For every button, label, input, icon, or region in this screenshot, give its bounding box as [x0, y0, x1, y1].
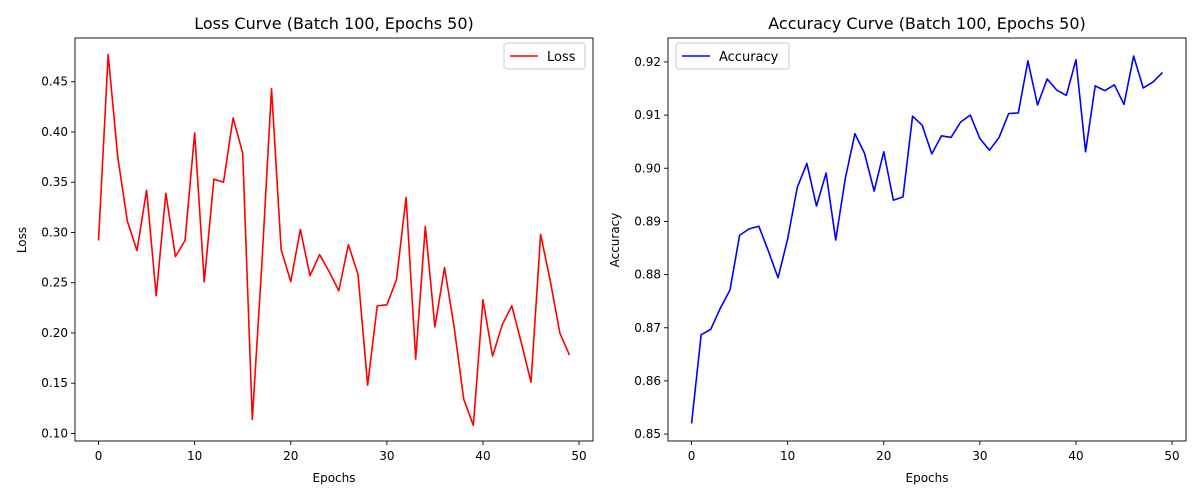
accuracy-chart-xtick-label: 30 [972, 449, 987, 463]
loss-chart-plot-frame [74, 37, 594, 442]
loss-chart: Loss Curve (Batch 100, Epochs 50) Epochs… [15, 14, 594, 485]
loss-chart-ytick-label: 0.15 [41, 376, 68, 390]
accuracy-chart-ytick-label: 0.91 [634, 108, 661, 122]
accuracy-chart-ytick-label: 0.90 [634, 161, 661, 175]
accuracy-chart-ytick-label: 0.87 [634, 321, 661, 335]
loss-chart-xtick-label: 50 [571, 449, 586, 463]
loss-chart-xtick-label: 0 [95, 449, 103, 463]
accuracy-chart-ytick-label: 0.88 [634, 268, 661, 282]
loss-chart-legend: Loss [503, 42, 586, 70]
loss-chart-ytick-label: 0.45 [41, 75, 68, 89]
loss-chart-ytick-label: 0.35 [41, 175, 68, 189]
accuracy-chart-legend-box [675, 42, 790, 70]
loss-chart-xlabel: Epochs [313, 471, 356, 485]
accuracy-chart-ytick-label: 0.86 [634, 374, 661, 388]
accuracy-chart-title: Accuracy Curve (Batch 100, Epochs 50) [768, 14, 1085, 33]
loss-chart-xtick-label: 30 [379, 449, 394, 463]
loss-chart-legend-box [503, 42, 586, 70]
loss-chart-ytick-label: 0.30 [41, 225, 68, 239]
accuracy-chart-xtick-label: 40 [1068, 449, 1083, 463]
accuracy-chart-ytick-label: 0.92 [634, 55, 661, 69]
accuracy-chart-legend-label: Accuracy [719, 50, 779, 65]
accuracy-chart-ylabel: Accuracy [608, 213, 622, 268]
loss-chart-ytick-label: 0.40 [41, 125, 68, 139]
loss-chart-ylabel: Loss [15, 227, 29, 253]
accuracy-chart-ytick-label: 0.89 [634, 214, 661, 228]
accuracy-chart-ytick-label: 0.85 [634, 427, 661, 441]
accuracy-chart-xtick-label: 50 [1164, 449, 1179, 463]
accuracy-chart-xlabel: Epochs [906, 471, 949, 485]
loss-chart-ytick-label: 0.20 [41, 326, 68, 340]
loss-chart-xtick-label: 10 [187, 449, 202, 463]
accuracy-chart-legend: Accuracy [675, 42, 790, 70]
accuracy-chart: Accuracy Curve (Batch 100, Epochs 50) Ep… [608, 14, 1187, 485]
loss-chart-title: Loss Curve (Batch 100, Epochs 50) [194, 14, 474, 33]
loss-chart-series-line [97, 53, 571, 427]
loss-chart-legend-label: Loss [547, 50, 576, 65]
loss-chart-xtick-label: 40 [475, 449, 490, 463]
loss-chart-ytick-label: 0.10 [41, 426, 68, 440]
accuracy-chart-xtick-label: 0 [688, 449, 696, 463]
accuracy-chart-xtick-label: 10 [780, 449, 795, 463]
accuracy-chart-plot-frame [667, 37, 1187, 442]
loss-chart-ytick-label: 0.25 [41, 276, 68, 290]
accuracy-chart-xtick-label: 20 [876, 449, 891, 463]
loss-chart-xtick-label: 20 [283, 449, 298, 463]
accuracy-chart-series-line [690, 55, 1164, 424]
